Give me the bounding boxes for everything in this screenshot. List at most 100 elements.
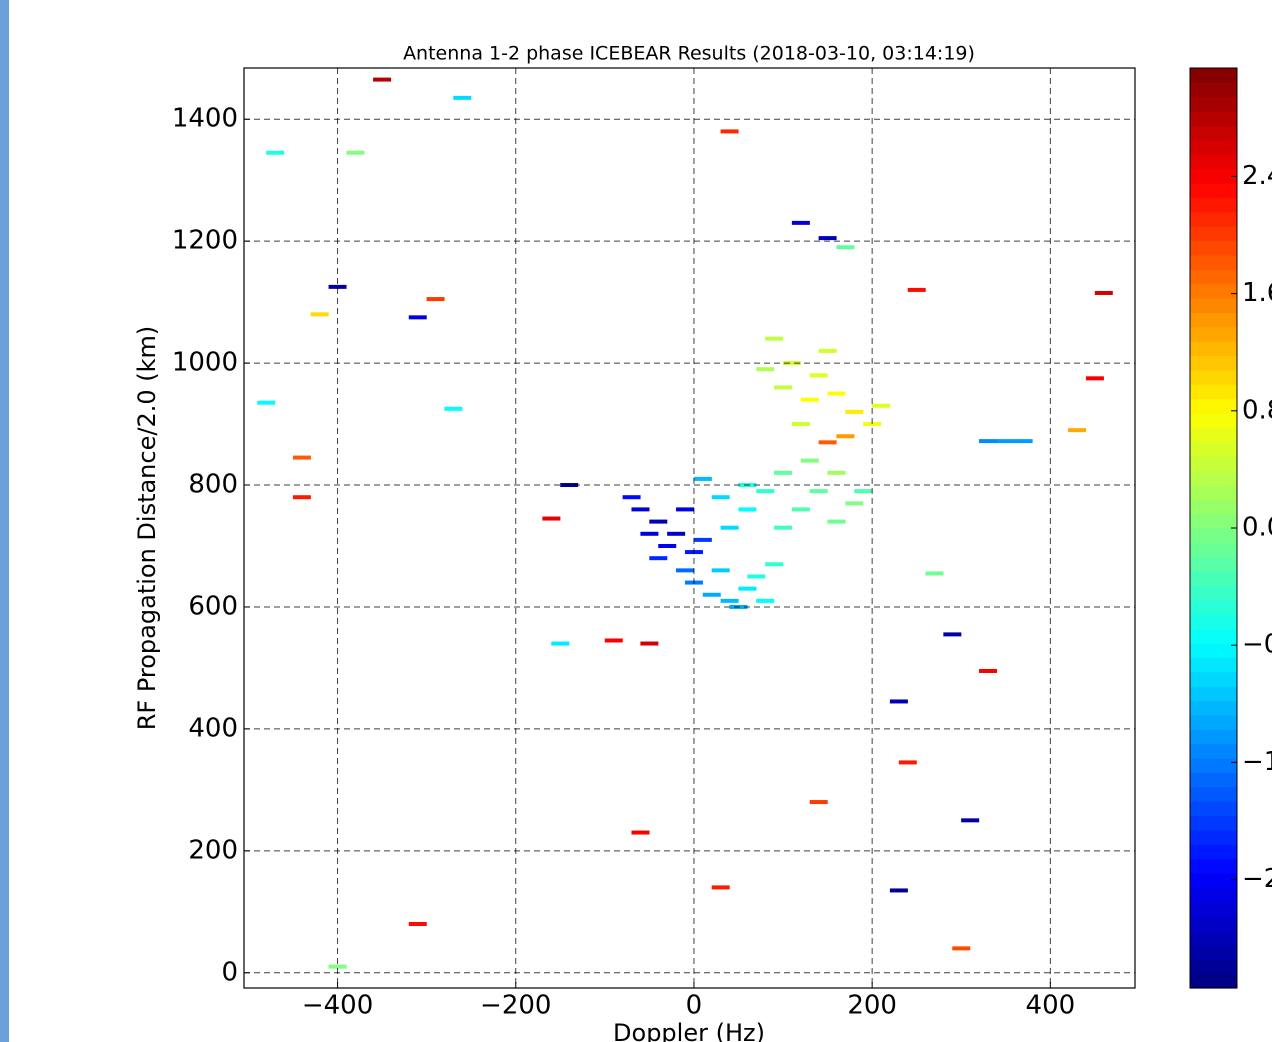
colorbar-segment: [1190, 254, 1237, 270]
data-point: [827, 470, 846, 475]
data-point: [640, 641, 659, 646]
data-point: [765, 562, 784, 567]
colorbar-segment: [1190, 326, 1237, 342]
data-point: [346, 150, 365, 155]
colorbar-segment: [1190, 355, 1237, 371]
colorbar-segment: [1190, 211, 1237, 227]
colorbar-segment: [1190, 441, 1237, 457]
colorbar-segment: [1190, 312, 1237, 328]
colorbar-segment: [1190, 470, 1237, 486]
colorbar-segment: [1190, 815, 1237, 831]
colorbar-segment: [1190, 873, 1237, 888]
data-point: [640, 531, 659, 536]
data-point: [952, 946, 971, 951]
data-point: [774, 525, 793, 530]
colorbar-tick-label: 1.6: [1242, 278, 1272, 308]
data-point: [818, 440, 837, 445]
colorbar-segment: [1190, 542, 1237, 558]
data-point: [889, 888, 908, 893]
data-point: [604, 638, 623, 643]
data-point: [542, 516, 561, 521]
data-point: [1085, 376, 1104, 381]
data-point: [872, 403, 891, 408]
plot-frame: [243, 67, 1136, 989]
data-point: [622, 495, 641, 500]
colorbar-segment: [1190, 484, 1237, 500]
data-point: [791, 220, 810, 225]
window-edge: [0, 0, 9, 1042]
colorbar-segment: [1190, 801, 1237, 817]
data-point: [711, 885, 730, 890]
colorbar-tick-label: 0.0: [1242, 513, 1272, 543]
colorbar-segment: [1190, 139, 1237, 155]
data-point: [1014, 439, 1033, 444]
data-point: [809, 373, 828, 378]
data-point: [774, 470, 793, 475]
colorbar-segment: [1190, 413, 1237, 428]
colorbar-segment: [1190, 614, 1237, 630]
y-tick-label: 800: [188, 470, 238, 500]
colorbar-segment: [1190, 384, 1237, 400]
data-point: [961, 818, 980, 823]
colorbar-segment: [1190, 714, 1237, 730]
colorbar-segment: [1190, 829, 1237, 845]
colorbar-segment: [1190, 96, 1237, 112]
data-point: [738, 507, 757, 512]
data-point: [373, 77, 392, 82]
data-point: [854, 489, 873, 494]
data-point: [292, 495, 311, 500]
data-point: [774, 385, 793, 390]
x-tick-label: 400: [1026, 991, 1076, 1021]
data-point: [818, 236, 837, 241]
colorbar-segment: [1190, 283, 1237, 299]
colorbar-segment: [1190, 628, 1237, 644]
x-tick-label: 200: [847, 991, 897, 1021]
colorbar-segment: [1190, 427, 1237, 443]
colorbar-segment: [1190, 369, 1237, 385]
data-point: [782, 361, 801, 366]
x-tick-label: −200: [480, 991, 551, 1021]
colorbar-segment: [1190, 858, 1237, 874]
data-point: [756, 367, 775, 372]
data-point: [978, 439, 997, 444]
colorbar-segment: [1190, 643, 1237, 658]
colorbar-segment: [1190, 944, 1237, 960]
colorbar-segment: [1190, 240, 1237, 256]
colorbar-segment: [1190, 786, 1237, 802]
data-point: [649, 556, 668, 561]
colorbar-segment: [1190, 528, 1237, 543]
plot-area: [257, 77, 1113, 969]
colorbar-tick-label: 0.8: [1242, 395, 1272, 425]
data-point: [898, 760, 917, 765]
data-point: [257, 400, 276, 405]
data-point: [292, 455, 311, 460]
data-point: [756, 598, 775, 603]
colorbar-segment: [1190, 82, 1237, 98]
data-point: [328, 284, 347, 289]
colorbar-tick-label: −0.8: [1242, 630, 1272, 660]
data-point: [827, 391, 846, 396]
colorbar-segment: [1190, 68, 1237, 83]
colorbar-segment: [1190, 743, 1237, 759]
y-tick-label: 200: [188, 835, 238, 865]
data-point: [809, 489, 828, 494]
data-point: [791, 507, 810, 512]
colorbar-segment: [1190, 341, 1237, 357]
colorbar-segment: [1190, 772, 1237, 788]
data-point: [720, 598, 739, 603]
colorbar-segment: [1190, 844, 1237, 860]
data-point: [649, 519, 668, 524]
colorbar-segment: [1190, 959, 1237, 975]
data-point: [310, 312, 329, 317]
data-point: [845, 409, 864, 414]
data-point: [943, 632, 962, 637]
colorbar-segment: [1190, 269, 1237, 285]
data-point: [756, 489, 775, 494]
data-point: [1094, 290, 1113, 295]
chart-title: Antenna 1-2 phase ICEBEAR Results (2018-…: [403, 43, 975, 65]
colorbar-segment: [1190, 700, 1237, 716]
colorbar-segment: [1190, 729, 1237, 745]
x-tick-label: −400: [302, 991, 373, 1021]
